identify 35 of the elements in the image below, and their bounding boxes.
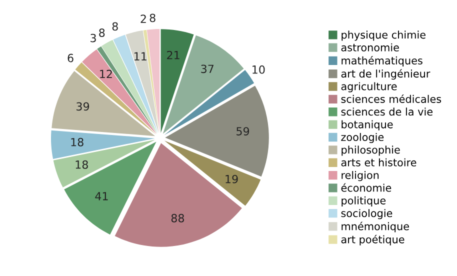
data-label: 21 [167, 50, 180, 60]
legend-label: mathématiques [342, 56, 422, 67]
data-label: 3 [90, 34, 96, 42]
data-label: 12 [100, 70, 112, 78]
data-label: 18 [71, 138, 84, 146]
data-label: 6 [68, 54, 74, 62]
legend-label: physique chimie [342, 30, 426, 41]
data-label: 39 [76, 102, 90, 111]
legend-label: arts et histoire [341, 158, 416, 166]
legend-label: botanique [342, 120, 393, 130]
legend-label: politique [342, 196, 386, 206]
legend-label: religion [342, 171, 379, 182]
data-label: 88 [171, 214, 184, 222]
data-label: 41 [95, 192, 108, 200]
data-label: 8 [112, 22, 118, 31]
legend-label: art poétique [341, 234, 404, 246]
data-label: 59 [236, 127, 250, 136]
data-label: 19 [226, 174, 238, 184]
legend-label: astronomie [341, 43, 399, 52]
legend-label: sciences médicales [341, 94, 442, 103]
legend-label: sciences de la vie [341, 108, 432, 116]
legend-label: économie [341, 183, 392, 192]
data-label: 11 [134, 52, 146, 60]
data-label: 2 [140, 14, 146, 23]
data-label: 18 [76, 160, 88, 169]
legend-label: art de l'ingénieur [341, 69, 430, 80]
legend-label: mnémonique [342, 222, 409, 232]
data-label: 10 [252, 65, 265, 74]
legend-label: sociologie [341, 209, 392, 220]
data-label: 37 [201, 64, 214, 74]
legend-label: philosophie [342, 146, 400, 156]
data-label: 8 [99, 28, 105, 37]
legend-label: zoologie [341, 132, 384, 144]
legend-label: agriculture [341, 82, 397, 92]
data-label: 8 [150, 14, 156, 22]
